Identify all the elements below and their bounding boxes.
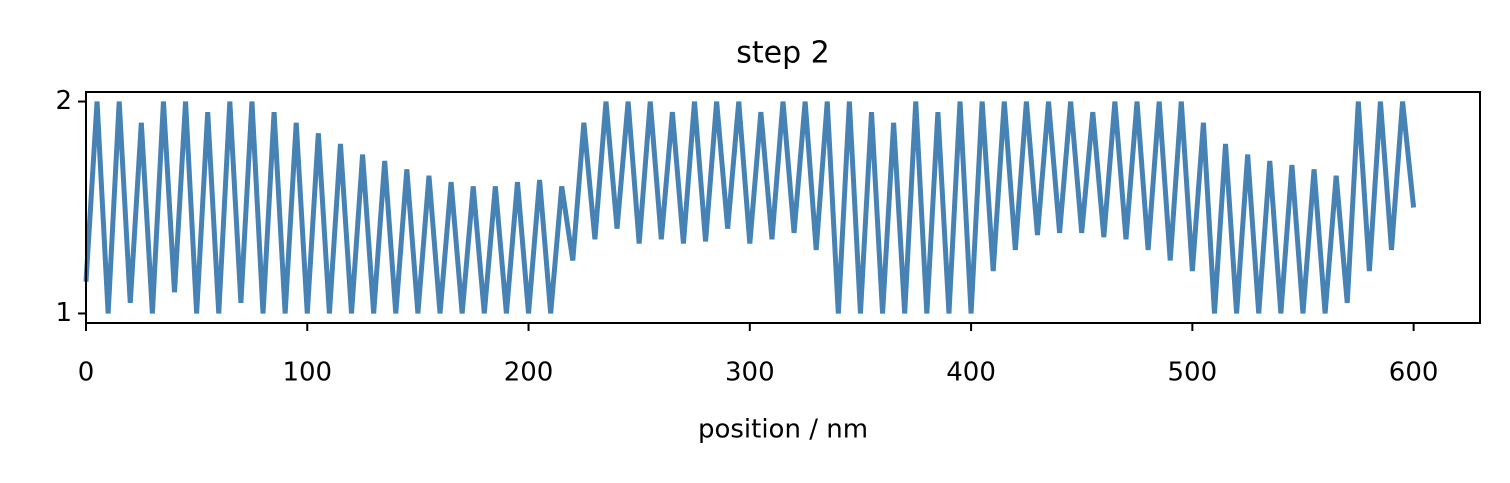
x-tick-label: 300 [725, 358, 775, 388]
y-tick-label: 2 [55, 86, 72, 116]
chart-title: step 2 [736, 36, 830, 71]
y-tick-label: 1 [55, 298, 72, 328]
data-line [83, 101, 1417, 314]
plot-frame [85, 91, 1481, 324]
x-tick-label: 200 [504, 358, 554, 388]
x-tick-label: 400 [946, 358, 996, 388]
x-tick-label: 0 [78, 358, 95, 388]
x-axis-label: position / nm [698, 415, 868, 445]
x-tick-label: 500 [1168, 358, 1218, 388]
x-tick-label: 100 [282, 358, 332, 388]
x-tick-label: 600 [1389, 358, 1439, 388]
